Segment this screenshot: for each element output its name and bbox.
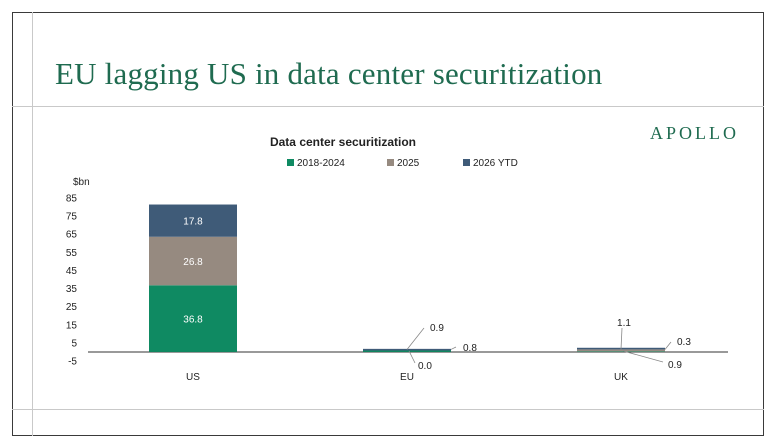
data-label: 0.3 (677, 337, 691, 348)
data-label: 17.8 (183, 217, 203, 228)
y-tick-label: -5 (68, 357, 77, 368)
data-label: 0.9 (668, 360, 682, 371)
bar-segment (363, 348, 451, 351)
bar-segment (149, 204, 237, 237)
y-axis-label: $bn (73, 177, 90, 188)
bar-segment (577, 351, 665, 352)
leader-line (408, 350, 416, 364)
legend: 2018-2024 2025 2026 YTD (287, 158, 518, 169)
slide-frame (12, 12, 764, 436)
brand-logo: APOLLO (650, 123, 739, 143)
x-tick-label: EU (400, 372, 414, 383)
y-tick-label: 55 (66, 248, 78, 259)
x-tick-label: US (186, 372, 200, 383)
y-tick-label: 35 (66, 284, 78, 295)
legend-label: 2026 YTD (473, 158, 518, 169)
data-label: 0.8 (463, 343, 477, 354)
y-tick-label: 5 (71, 338, 77, 349)
leader-line (620, 327, 623, 350)
bar-segment (149, 285, 237, 352)
bar-segment (577, 349, 665, 352)
data-label: 26.8 (183, 257, 203, 268)
data-labels: 36.8 26.8 17.8 0.9 0.8 0.0 1.1 0.3 0.9 (183, 217, 691, 372)
x-tick-label: UK (614, 372, 628, 383)
data-label: 1.1 (617, 318, 631, 329)
legend-swatch (463, 159, 470, 166)
chart-title: Data center securitization (270, 135, 416, 149)
bars (149, 204, 665, 352)
page-title: EU lagging US in data center securitizat… (55, 56, 603, 91)
bar-segment (363, 350, 451, 352)
data-label: 36.8 (183, 315, 203, 326)
header-rule (12, 106, 764, 107)
legend-label: 2018-2024 (297, 158, 345, 169)
legend-label: 2025 (397, 158, 420, 169)
y-tick-label: 75 (66, 212, 78, 223)
y-tick-label: 25 (66, 302, 78, 313)
leader-line (406, 327, 425, 350)
legend-swatch (287, 159, 294, 166)
y-tick-label: 15 (66, 320, 78, 331)
y-tick-label: 85 (66, 194, 78, 205)
footer-rule (12, 409, 764, 410)
legend-swatch (387, 159, 394, 166)
leader-line (664, 341, 672, 350)
data-label: 0.0 (418, 361, 432, 372)
leader-line (622, 350, 664, 363)
data-label: 0.9 (430, 323, 444, 334)
y-tick-label: 65 (66, 230, 78, 241)
y-tick-label: 45 (66, 266, 78, 277)
x-axis: US EU UK (186, 372, 628, 383)
left-rule (32, 12, 33, 436)
bar-segment (149, 236, 237, 286)
leader-line (450, 346, 457, 350)
